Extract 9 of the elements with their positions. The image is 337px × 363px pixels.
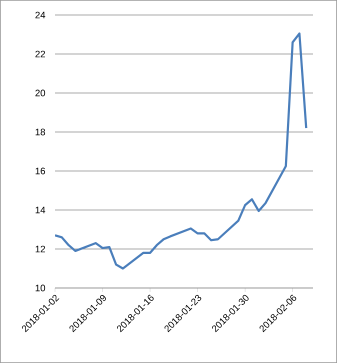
y-tick-label: 10	[36, 284, 46, 292]
y-tick-label: 20	[35, 90, 46, 96]
y-tick-label: 24	[35, 12, 46, 18]
y-tick-label: 22	[35, 50, 46, 58]
y-tick-label: 14	[36, 206, 46, 214]
y-tick-label: 18	[36, 128, 46, 136]
y-tick-label: 16	[36, 168, 46, 174]
line-series	[55, 32, 308, 270]
y-tick-label: 12	[36, 246, 46, 252]
